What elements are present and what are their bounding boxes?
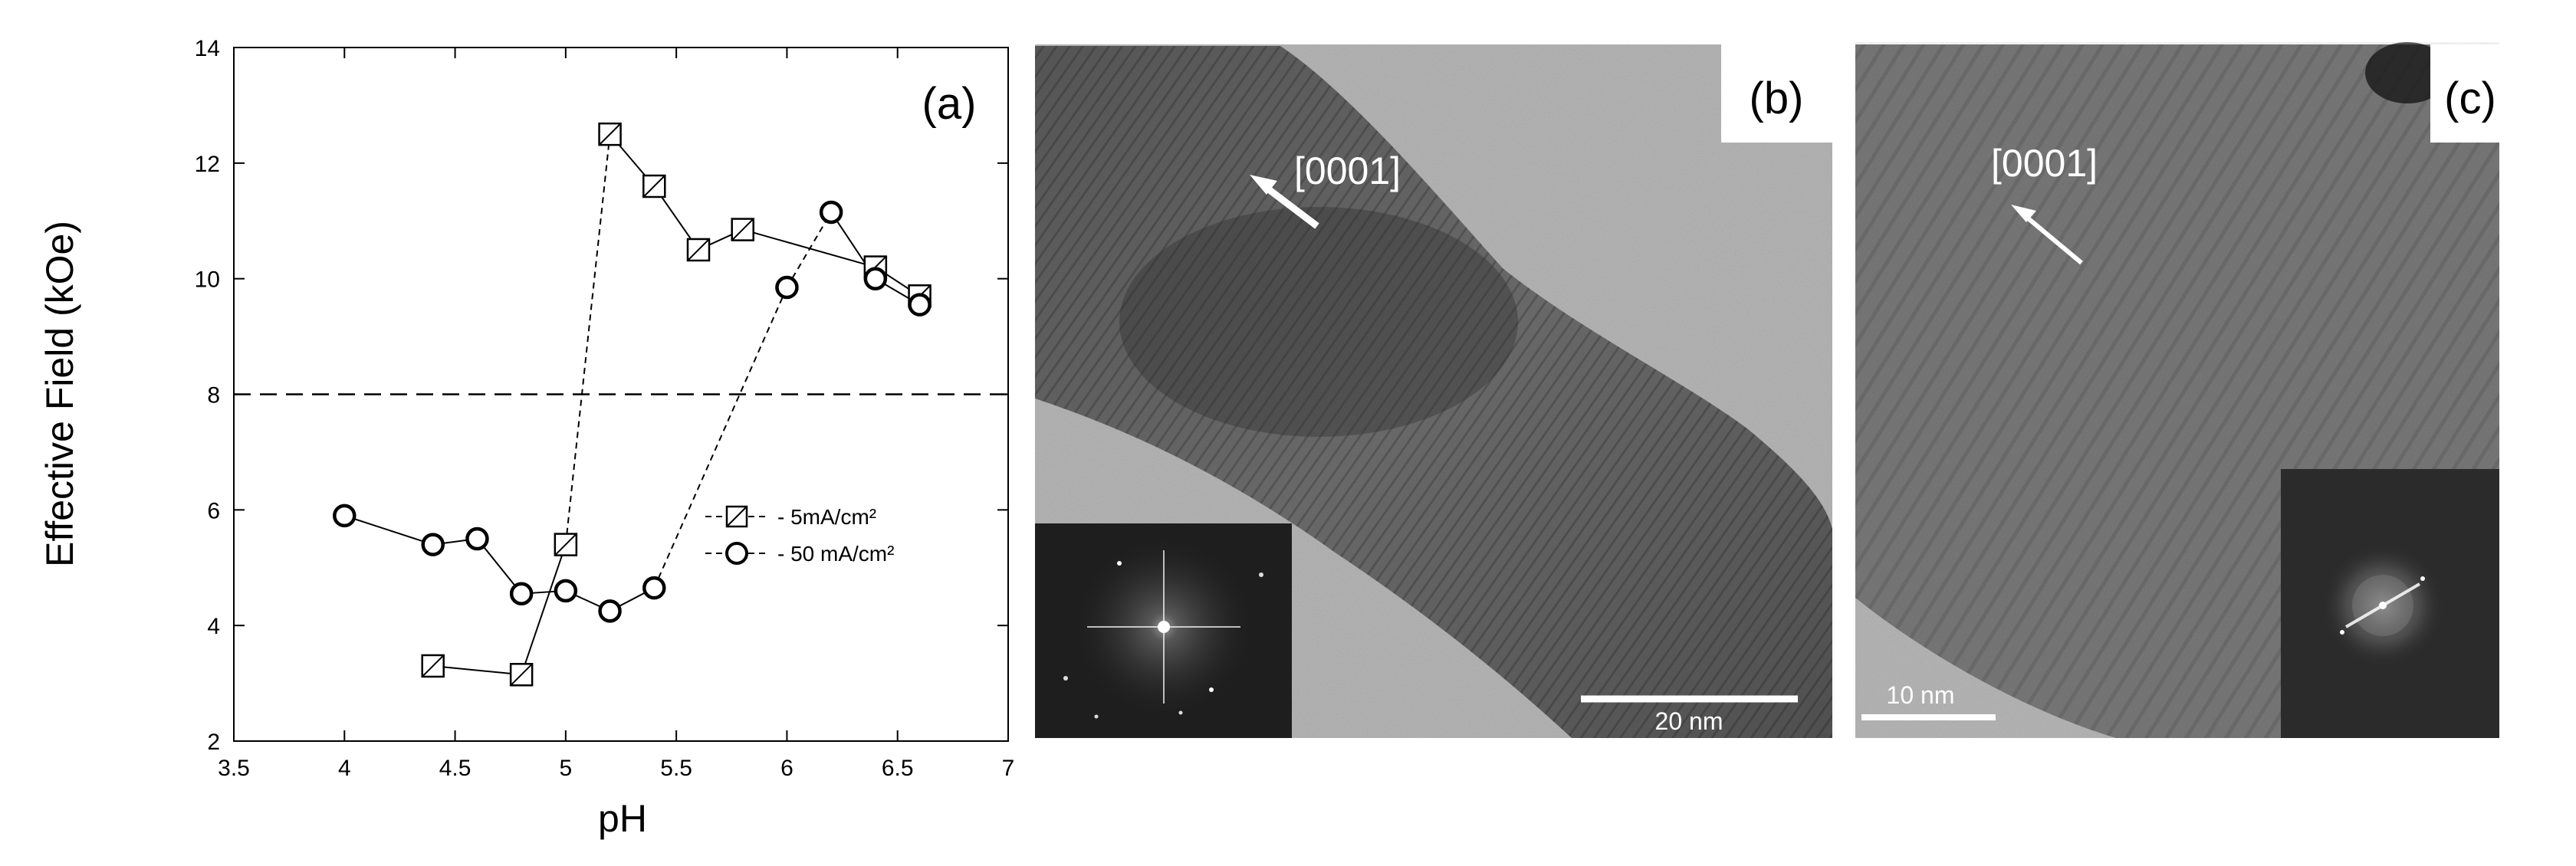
legend: - 5mA/cm² - 50 mA/cm² [705,505,894,566]
data-point-circle [509,582,534,605]
y-tick-label: 12 [195,152,220,177]
y-tick-label: 8 [207,383,220,408]
data-point-square [642,174,666,198]
y-tick-label: 14 [195,36,220,61]
data-point-circle [642,576,666,600]
panel-c-label: (c) [2444,74,2496,123]
data-point-square [598,122,622,146]
plot-frame [233,47,1009,742]
y-tick-label: 4 [207,614,220,639]
data-point-circle [863,267,888,290]
series-segment [786,212,833,288]
series-segment [476,538,522,595]
series-segment [653,287,788,589]
data-point-square [421,654,445,678]
x-tick-label: 4.5 [439,756,472,781]
data-point-circle [775,275,799,300]
axis-ticks [233,47,1009,742]
series-segment [564,134,611,545]
panel-c-direction-arrow [2011,205,2083,265]
data-point-circle [421,533,445,556]
data-point-square [731,218,754,241]
y-tick-label: 6 [207,498,220,523]
x-tick-label: 5 [560,756,573,781]
data-point-square [509,663,534,687]
legend-label-50ma: - 50 mA/cm² [777,542,894,566]
y-tick-label: 2 [207,730,220,755]
data-point-circle [819,200,843,225]
panel-c-vacuum-edge [1855,598,2116,738]
x-tick-label: 6.5 [882,756,914,781]
data-point-circle [554,579,578,603]
panel-c-dark-spot [2365,42,2450,103]
panel-a-label: (a) [922,79,977,129]
data-point-square [686,238,711,262]
x-axis-title: pH [598,797,647,840]
panel-b-label: (b) [1750,74,1804,123]
panel-b-dark-region [1119,207,1518,437]
x-tick-label: 5.5 [660,756,692,781]
y-axis-title: Effective Field (kOe) [38,221,81,567]
y-tick-label: 10 [195,267,220,293]
panel-c-label-box [2430,44,2503,143]
series-segment [432,664,522,676]
axis-tick-labels: 3.5 4 4.5 5 5.5 6 6.5 7 2 4 6 8 10 12 14 [195,36,1015,781]
x-tick-label: 6 [780,756,794,781]
x-tick-label: 4 [338,756,351,781]
panel-b-fft-inset [1035,523,1292,738]
data-point-circle [465,526,489,551]
panel-b-direction-label: [0001] [1294,149,1401,192]
legend-marker-circle [725,542,748,565]
panel-b-direction-arrow [1250,175,1319,229]
panel-c-fft-inset [2281,469,2499,738]
panel-c-scale-label: 10 nm [1887,681,1955,709]
legend-marker-square-slash [726,506,748,527]
panel-c-direction-label: [0001] [1991,142,2098,185]
panel-c-tem-image: (c) [0001] 10 nm [1855,42,2503,738]
x-tick-label: 7 [1002,756,1015,781]
panel-b-scale-label: 20 nm [1655,707,1723,735]
data-point-circle [598,599,622,623]
x-tick-label: 3.5 [218,756,250,781]
panel-a-chart: 3.5 4 4.5 5 5.5 6 6.5 7 2 4 6 8 10 12 14 Effective Fie… [38,36,1014,840]
series-segment [521,544,567,675]
series-markers [333,122,932,687]
legend-label-5ma: - 5mA/cm² [777,505,876,529]
data-point-circle [333,504,356,528]
panel-b-label-box [1721,44,1832,143]
panel-b-tem-image: (b) [0001] 20 nm [1035,44,1832,738]
data-point-square [554,533,578,556]
data-point-circle [908,293,932,317]
series-segment [343,514,434,546]
